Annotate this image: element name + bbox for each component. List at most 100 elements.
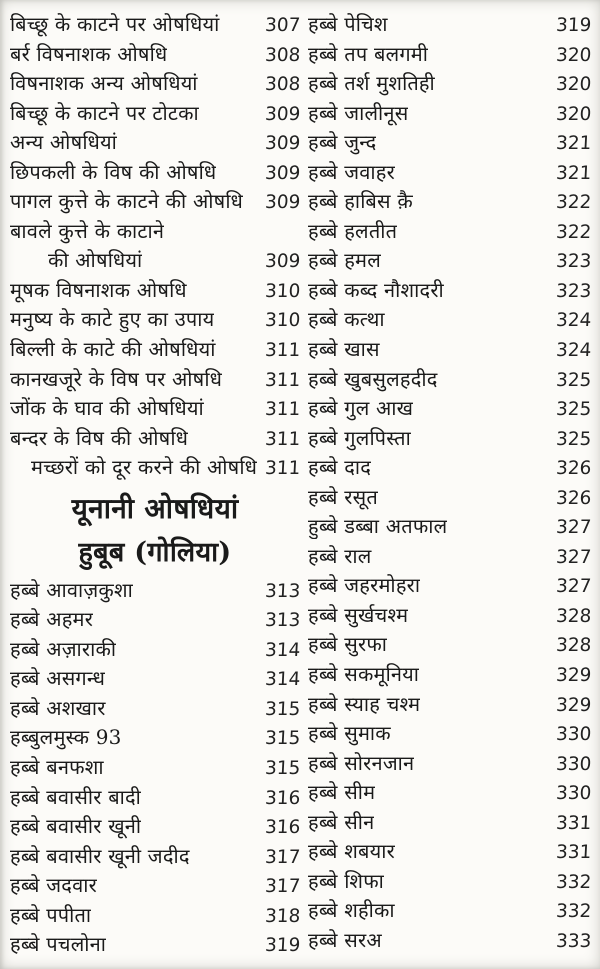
- toc-entry-title: मनुष्य के काटे हुए का उपाय: [10, 307, 215, 332]
- toc-entry-page-number: 323: [555, 280, 592, 302]
- toc-entry-page-number: 320: [555, 103, 592, 125]
- toc-entry-title: हब्बे जवाहर: [308, 159, 395, 184]
- toc-entry-title: हब्बे पचलोना: [10, 932, 107, 957]
- toc-entry-title: हब्बे सुमाक: [308, 721, 391, 746]
- toc-entry-title: हब्बे स्याह चश्म: [308, 691, 421, 716]
- toc-entry-page-number: 309: [264, 103, 301, 125]
- toc-entry-page-number: 325: [555, 369, 592, 391]
- toc-entry-page-number: 318: [264, 905, 301, 927]
- toc-entry-page-number: 317: [264, 876, 301, 898]
- toc-entry-page-number: 315: [264, 698, 301, 720]
- toc-entry-page-number: 322: [555, 192, 592, 214]
- toc-entry: हब्बे सीम 330: [308, 778, 592, 808]
- toc-entry-title: मच्छरों को दूर करने की ओषधि: [31, 455, 258, 480]
- toc-entry-title: हब्बे बवासीर बादी: [10, 784, 141, 809]
- toc-entry: हब्बे बवासीर खूनी जदीद 317: [10, 842, 301, 872]
- toc-entry-title: बिच्छू के काटने पर टोटका: [10, 100, 199, 125]
- toc-entry-page-number: 327: [555, 517, 592, 539]
- toc-entry: हब्बे अशखार 315: [10, 694, 301, 724]
- toc-entry: हब्बे अज़ाराकी 314: [10, 635, 301, 665]
- toc-entry: हब्बे जदवार 317: [10, 871, 301, 901]
- toc-entry: हुब्बे डब्बा अतफाल 327: [308, 512, 592, 542]
- toc-entry-title: हब्बे अशखार: [10, 695, 106, 720]
- toc-entry-title: हब्बे हाबिस क़ै: [308, 189, 413, 214]
- toc-entry-page-number: 311: [264, 428, 301, 450]
- toc-entry-page-number: 316: [264, 817, 301, 839]
- toc-entry-title: बन्दर के विष की ओषधि: [10, 425, 189, 450]
- toc-entry: हब्बे कत्था 324: [308, 305, 592, 335]
- toc-entry-page-number: 332: [555, 871, 592, 893]
- toc-entry-title: हब्बे खास: [308, 337, 380, 362]
- toc-entry: हब्बे बवासीर बादी 316: [10, 783, 301, 813]
- toc-entry-page-number: 322: [555, 221, 592, 243]
- toc-entry-page-number: 328: [555, 605, 592, 627]
- toc-entry-page-number: 329: [555, 694, 592, 716]
- toc-entry: बिच्छू के काटने पर टोटका 309: [10, 99, 301, 129]
- toc-entry-page-number: 323: [555, 251, 592, 273]
- toc-entry-title: हब्बे राल: [308, 543, 372, 568]
- toc-entry-title: हब्बे बनफशा: [10, 755, 104, 780]
- toc-entry-title: हब्बे अहमर: [10, 607, 94, 632]
- toc-entry-page-number: 325: [555, 428, 592, 450]
- toc-entry-title: बावले कुत्ते के काटाने: [10, 218, 165, 243]
- toc-entry: हब्बे राल 327: [308, 542, 592, 572]
- toc-entry-page-number: 311: [264, 458, 301, 480]
- toc-entry: हब्बे दाद 326: [308, 453, 592, 483]
- toc-entry-page-number: 308: [264, 74, 301, 96]
- toc-entry-page-number: 314: [264, 639, 301, 661]
- toc-entry-page-number: 331: [555, 842, 592, 864]
- toc-entry-page-number: 317: [264, 846, 301, 868]
- toc-entry-title: हब्बे तप बलगमी: [308, 41, 429, 66]
- toc-entry-page-number: 319: [264, 935, 301, 957]
- toc-entry-title: मूषक विषनाशक ओषधि: [10, 277, 187, 302]
- toc-entry: हब्बे सुरफा 328: [308, 630, 592, 660]
- toc-entry: हब्बे जवाहर 321: [308, 158, 592, 188]
- toc-entry-page-number: 324: [555, 310, 592, 332]
- toc-entry: हब्बे हमल 323: [308, 246, 592, 276]
- toc-entry-title: बिच्छू के काटने पर ओषधियां: [10, 12, 220, 36]
- toc-entry-title: हब्बे जालीनूस: [308, 100, 409, 125]
- toc-entry-page-number: 315: [264, 728, 301, 750]
- toc-entry-title: हब्बे सीन: [308, 809, 375, 834]
- toc-entry-page-number: 315: [264, 758, 301, 780]
- toc-entry: हब्बे स्याह चश्म 329: [308, 690, 592, 720]
- toc-entry-title: हब्बे जहरमोहरा: [308, 573, 421, 598]
- toc-entry-title: की ओषधियां: [48, 248, 143, 273]
- toc-entry-page-number: 314: [264, 669, 301, 691]
- toc-entry: हब्बे बनफशा 315: [10, 753, 301, 783]
- toc-entry-title: हब्बे सुर्खचश्म: [308, 602, 409, 627]
- toc-columns: बिच्छू के काटने पर ओषधियां 307 बर्र विषनाश…: [10, 10, 592, 960]
- toc-entry: बिच्छू के काटने पर ओषधियां 307: [10, 10, 301, 40]
- toc-entry-title: कानखजूरे के विष पर ओषधि: [10, 366, 223, 391]
- toc-entry: हब्बे हाबिस क़ै 322: [308, 187, 592, 217]
- toc-entry-title: हब्बे बवासीर खूनी: [10, 814, 142, 839]
- toc-entry-title: हब्बे सुरफा: [308, 632, 388, 657]
- toc-entry: विषनाशक अन्य ओषधियां 308: [10, 69, 301, 99]
- toc-entry-title: हब्बे दाद: [308, 455, 372, 480]
- toc-entry-title: छिपकली के विष की ओषधि: [10, 159, 217, 184]
- section-subheading: हुबूब (गोलिया): [78, 536, 232, 568]
- toc-entry: हब्बे पेचिश 319: [308, 10, 592, 40]
- toc-entry-title: हब्बे सरअ: [308, 927, 382, 952]
- toc-entry: हब्बे पचलोना 319: [10, 930, 301, 960]
- toc-entry-page-number: 309: [264, 192, 301, 214]
- toc-entry-page-number: 310: [264, 310, 301, 332]
- toc-entry-title: हब्बे गुलपिस्ता: [308, 425, 411, 450]
- toc-entry: हब्बे सरअ 333: [308, 926, 592, 956]
- toc-entry-title: हब्बे पेचिश: [308, 12, 388, 36]
- toc-entry-page-number: 310: [264, 280, 301, 302]
- toc-entry-page-number: 311: [264, 369, 301, 391]
- toc-entry-title: हब्बे गुल आख: [308, 396, 414, 421]
- toc-entry-title: हब्बे पपीता: [10, 902, 92, 927]
- toc-entry-title: हब्बे शहीका: [308, 898, 395, 923]
- toc-entry: हब्बे जालीनूस 320: [308, 99, 592, 129]
- toc-entry-title: हब्बे तर्श मुशतिही: [308, 71, 435, 96]
- toc-entry: हब्बे बवासीर खूनी 316: [10, 812, 301, 842]
- toc-entry-title: हब्बे सकमूनिया: [308, 662, 420, 687]
- toc-entry: हब्बुलमुस्क 93 315: [10, 723, 301, 753]
- toc-entry-page-number: 324: [555, 340, 592, 362]
- toc-entry-page-number: 311: [264, 340, 301, 362]
- toc-entry: हब्बे सकमूनिया 329: [308, 660, 592, 690]
- toc-entry-page-number: 326: [555, 487, 592, 509]
